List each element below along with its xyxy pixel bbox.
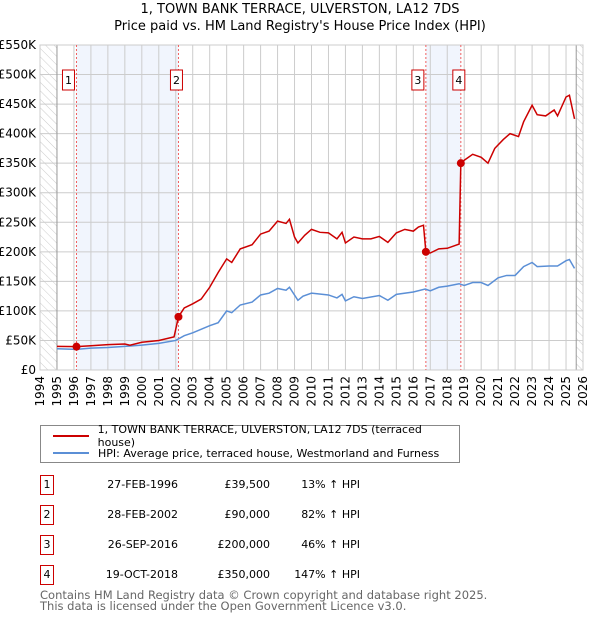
sale-price: £350,000 [217, 568, 271, 581]
sale-label-box [452, 69, 466, 91]
sale-label-box [169, 69, 183, 91]
ownership-period-shade [76, 45, 179, 370]
x-tick-label: 2022 [508, 376, 522, 407]
x-tick-label: 1994 [33, 376, 47, 407]
x-tick-label: 2009 [288, 376, 302, 407]
x-tick-label: 2005 [220, 376, 234, 407]
sale-date: 27-FEB-1996 [107, 478, 178, 491]
legend-item-property: 1, TOWN BANK TERRACE, ULVERSTON, LA12 7D… [53, 423, 459, 449]
sale-price: £90,000 [224, 508, 271, 521]
x-tick-label: 2023 [525, 376, 539, 407]
sale-point [421, 247, 430, 256]
sale-date: 19-OCT-2018 [105, 568, 178, 581]
sale-number: 2 [40, 505, 54, 525]
hatched-no-data-before [40, 45, 57, 370]
x-tick-label: 2008 [271, 376, 285, 407]
y-tick-label: £200K [0, 245, 37, 259]
sale-label-box [61, 69, 75, 91]
plot-border [39, 44, 584, 371]
chart-title: 1, TOWN BANK TERRACE, ULVERSTON, LA12 7D… [140, 2, 460, 17]
x-tick-label: 2006 [237, 376, 251, 407]
sale-number: 1 [40, 475, 54, 495]
sale-date: 26-SEP-2016 [107, 538, 178, 551]
x-tick-label: 2017 [423, 376, 437, 407]
sale-point [174, 312, 183, 321]
y-tick-label: £150K [0, 274, 37, 288]
x-tick-label: 2014 [372, 376, 386, 407]
sale-label: 3 [414, 74, 421, 87]
legend-item-hpi: HPI: Average price, terraced house, West… [53, 444, 439, 462]
x-tick-label: 1995 [50, 376, 64, 407]
x-tick-label: 2020 [474, 376, 488, 407]
sale-label-box [411, 69, 425, 91]
y-tick-label: £450K [0, 97, 37, 111]
y-tick-label: £300K [0, 186, 37, 200]
x-tick-label: 2004 [203, 376, 217, 407]
sale-label: 2 [173, 74, 180, 87]
hpi-line [56, 258, 576, 351]
x-tick-label: 2012 [338, 376, 352, 407]
x-tick-label: 2011 [321, 376, 335, 407]
sale-label: 1 [65, 74, 72, 87]
x-tick-label: 1997 [84, 376, 98, 407]
property-price-line [56, 94, 576, 348]
sale-date: 28-FEB-2002 [107, 508, 178, 521]
x-tick-label: 2026 [576, 376, 590, 407]
chart-subtitle: Price paid vs. HM Land Registry's House … [114, 19, 486, 34]
x-tick-label: 2007 [254, 376, 268, 407]
sale-point [456, 159, 465, 168]
x-tick-label: 2018 [440, 376, 454, 407]
y-tick-label: £400K [0, 127, 37, 141]
sale-number: 3 [40, 535, 54, 555]
x-tick-label: 2024 [542, 376, 556, 407]
ownership-period-shade [425, 45, 461, 370]
legend: 1, TOWN BANK TERRACE, ULVERSTON, LA12 7D… [40, 423, 460, 463]
x-tick-label: 2001 [152, 376, 166, 407]
sale-label: 4 [455, 74, 462, 87]
sale-point [72, 342, 81, 351]
hatched-no-data-after [576, 45, 583, 370]
x-tick-label: 2010 [305, 376, 319, 407]
x-tick-label: 1996 [67, 376, 81, 407]
x-tick-label: 1999 [118, 376, 132, 407]
x-tick-label: 2013 [355, 376, 369, 407]
y-tick-label: £50K [5, 333, 37, 347]
sale-hpi-change: 147% ↑ HPI [294, 568, 360, 581]
y-tick-label: £100K [0, 304, 37, 318]
x-tick-label: 2021 [491, 376, 505, 407]
y-tick-label: £550K [0, 38, 37, 52]
sale-price: £39,500 [224, 478, 271, 491]
sale-hpi-change: 13% ↑ HPI [301, 478, 360, 491]
x-tick-label: 2025 [559, 376, 573, 407]
plot-area: 1994 1995 1996 1997 1998 1999 2000 2001 2002 2003… [0, 38, 590, 407]
y-tick-label: £350K [0, 156, 37, 170]
x-tick-label: 1998 [101, 376, 115, 407]
sale-hpi-change: 46% ↑ HPI [301, 538, 360, 551]
sale-number: 4 [40, 565, 54, 585]
footer: Contains HM Land Registry data © Crown c… [40, 588, 488, 613]
y-tick-label: £0 [21, 363, 36, 377]
sale-price: £200,000 [217, 538, 271, 551]
sale-hpi-change: 82% ↑ HPI [301, 508, 360, 521]
x-tick-label: 2002 [169, 376, 183, 407]
x-tick-label: 2003 [186, 376, 200, 407]
x-tick-label: 2019 [457, 376, 471, 407]
x-tick-label: 2016 [406, 376, 420, 407]
y-tick-label: £500K [0, 68, 37, 82]
y-tick-label: £250K [0, 215, 37, 229]
x-tick-label: 2015 [389, 376, 403, 407]
x-tick-label: 2000 [135, 376, 149, 407]
